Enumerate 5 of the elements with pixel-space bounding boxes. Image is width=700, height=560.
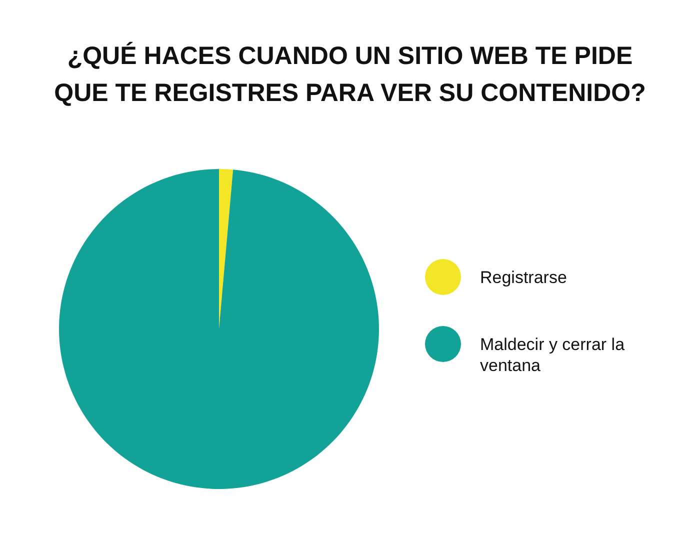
chart-title: ¿QUÉ HACES CUANDO UN SITIO WEB TE PIDE QUE TE REGISTRES PARA VER SU CONTENIDO? [54,41,646,107]
pie-slice [219,169,234,329]
legend-label: Maldecir y cerrar la ventana [480,335,626,375]
legend-label: Registrarse [480,268,567,287]
pie-slice [59,169,379,489]
